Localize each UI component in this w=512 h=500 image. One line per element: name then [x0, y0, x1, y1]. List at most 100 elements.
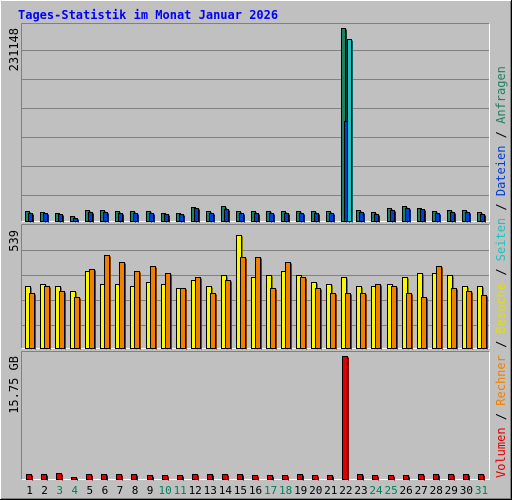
bar-volumen-day-27 — [418, 474, 425, 481]
bar-volumen-day-11 — [177, 475, 184, 481]
bar-dateien-day-9 — [149, 213, 155, 223]
bar-volumen-day-19 — [297, 474, 304, 481]
panel-volumen: 15.75 GB — [7, 351, 490, 481]
y-axis-max-label: 231148 — [7, 28, 21, 71]
bar-rechner-day-20 — [315, 288, 322, 350]
bar-dateien-day-16 — [254, 213, 260, 223]
bar-volumen-day-18 — [282, 475, 289, 481]
bar-dateien-day-15 — [239, 213, 245, 223]
bar-rechner-day-5 — [89, 269, 96, 350]
x-tick-label: 16 — [249, 484, 262, 497]
legend-entry-seiten: Seiten — [494, 218, 508, 261]
bar-dateien-day-11 — [179, 214, 185, 223]
bar-volumen-day-31 — [478, 474, 485, 481]
bar-rechner-day-4 — [74, 297, 81, 350]
bar-volumen-day-9 — [147, 475, 154, 481]
x-tick-label: 4 — [71, 484, 78, 497]
bar-volumen-day-21 — [327, 475, 334, 481]
bar-rechner-day-31 — [481, 295, 488, 350]
chart-title: Tages-Statistik im Monat Januar 2026 — [18, 8, 278, 22]
bar-rechner-day-17 — [270, 288, 277, 350]
bar-rechner-day-26 — [406, 293, 413, 350]
x-tick-label: 23 — [354, 484, 367, 497]
x-tick-label: 6 — [102, 484, 109, 497]
bar-dateien-day-26 — [405, 208, 411, 223]
bar-dateien-day-23 — [359, 212, 365, 223]
bar-rechner-day-7 — [119, 262, 126, 350]
bar-dateien-day-20 — [314, 213, 320, 223]
bar-rechner-day-29 — [451, 288, 458, 350]
bar-rechner-day-22 — [345, 293, 352, 350]
bar-dateien-day-1 — [28, 213, 34, 223]
bar-dateien-day-10 — [164, 214, 170, 223]
bar-volumen-day-6 — [101, 474, 108, 481]
x-tick-label: 20 — [309, 484, 322, 497]
legend-entry-besuche: Besuche — [494, 283, 508, 334]
bar-volumen-day-13 — [207, 474, 214, 481]
x-tick-label: 15 — [234, 484, 247, 497]
bar-dateien-day-30 — [465, 212, 471, 223]
x-tick-label: 27 — [415, 484, 428, 497]
y-axis-max-label: 539 — [7, 230, 21, 252]
x-tick-label: 30 — [460, 484, 473, 497]
panel-anfragen-dateien: 231148 — [7, 23, 490, 223]
bar-rechner-day-19 — [300, 277, 307, 350]
bar-volumen-day-22 — [342, 356, 349, 481]
bar-rechner-day-16 — [255, 257, 262, 350]
bar-volumen-day-24 — [372, 475, 379, 481]
bar-dateien-day-24 — [374, 214, 380, 223]
legend-entry-dateien: Dateien — [494, 146, 508, 197]
bar-dateien-day-13 — [209, 213, 215, 223]
bar-volumen-day-2 — [41, 474, 48, 481]
x-tick-label: 5 — [86, 484, 93, 497]
x-tick-label: 29 — [445, 484, 458, 497]
y-axis-max-label: 15.75 GB — [7, 356, 21, 414]
x-tick-label: 24 — [369, 484, 383, 497]
bar-volumen-day-26 — [403, 475, 410, 481]
legend-entry-anfragen: Anfragen — [494, 66, 508, 124]
bar-dateien-day-7 — [118, 213, 124, 223]
bar-dateien-day-28 — [435, 213, 441, 223]
bar-volumen-day-17 — [267, 475, 274, 481]
bar-dateien-day-29 — [450, 212, 456, 223]
x-tick-label: 28 — [430, 484, 443, 497]
bar-rechner-day-25 — [391, 286, 398, 350]
bar-dateien-day-14 — [224, 209, 230, 223]
bar-dateien-day-4 — [73, 218, 79, 223]
bar-rechner-day-21 — [330, 293, 337, 350]
bar-rechner-day-11 — [180, 288, 187, 350]
bar-volumen-day-7 — [116, 474, 123, 481]
x-tick-label: 31 — [475, 484, 488, 497]
bar-volumen-day-5 — [86, 474, 93, 481]
legend-entry-volumen: Volumen — [494, 427, 508, 478]
bar-volumen-day-30 — [463, 474, 470, 481]
bar-dateien-day-31 — [480, 214, 486, 223]
x-tick-label: 22 — [339, 484, 352, 497]
x-axis: 1 2 3 4 5 6 7 8 9 10 11 12 13 14 15 16 17 18 19 20 21 22 23 24 2… — [26, 484, 488, 497]
bar-rechner-day-12 — [195, 277, 202, 350]
bar-rechner-day-9 — [150, 266, 157, 350]
legend-entry-rechner: Rechner — [494, 355, 508, 406]
bar-dateien-day-18 — [284, 213, 290, 223]
bar-dateien-day-6 — [103, 212, 109, 223]
bar-dateien-day-19 — [299, 213, 305, 223]
x-tick-label: 11 — [174, 484, 187, 497]
x-tick-label: 9 — [147, 484, 154, 497]
bar-rechner-day-14 — [225, 280, 232, 350]
x-tick-label: 1 — [26, 484, 33, 497]
bar-dateien-day-3 — [58, 214, 64, 223]
bar-dateien-day-21 — [329, 213, 335, 223]
bar-rechner-day-13 — [210, 293, 217, 350]
x-tick-label: 10 — [158, 484, 171, 497]
bar-rechner-day-23 — [360, 293, 367, 350]
bar-rechner-day-28 — [436, 266, 443, 350]
bar-volumen-day-25 — [388, 475, 395, 481]
bar-rechner-day-3 — [59, 291, 66, 350]
bar-volumen-day-8 — [131, 474, 138, 481]
bar-rechner-day-30 — [466, 291, 473, 350]
x-tick-label: 2 — [41, 484, 48, 497]
bar-volumen-day-4 — [71, 477, 78, 481]
bar-volumen-day-1 — [26, 474, 33, 481]
bar-rechner-day-27 — [421, 297, 428, 350]
